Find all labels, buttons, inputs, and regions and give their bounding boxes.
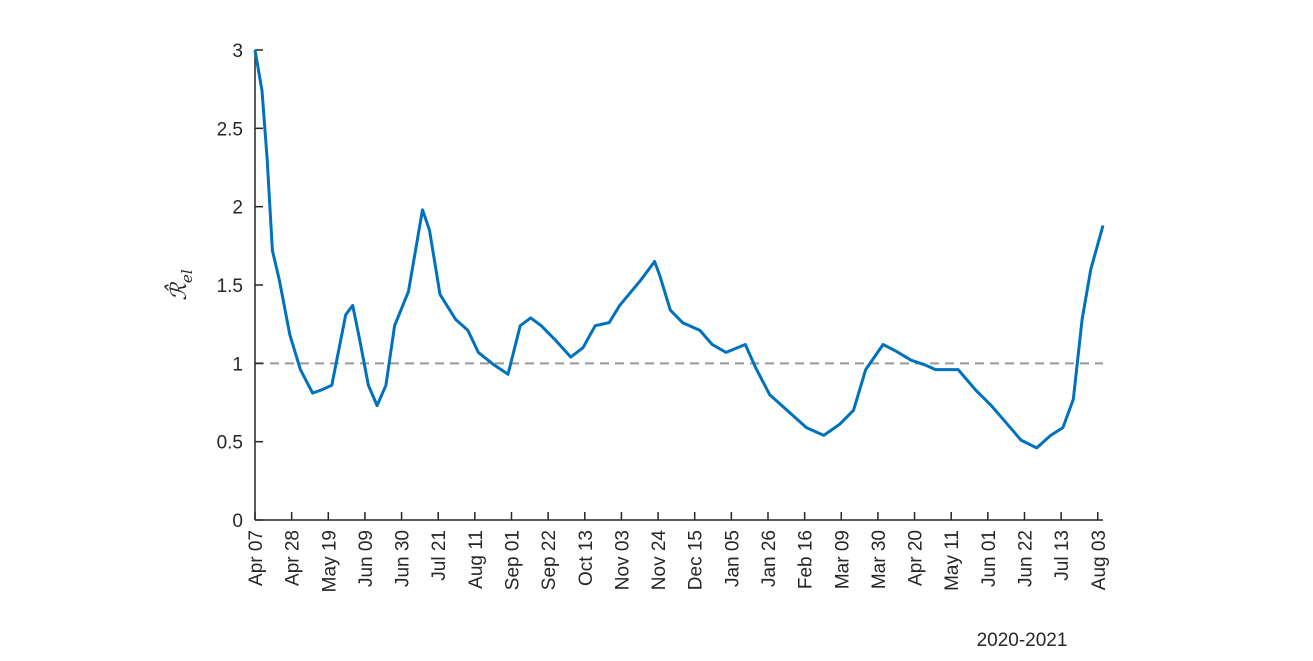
x-tick-label: Jun 22 xyxy=(1015,530,1036,587)
x-tick-label: Jan 05 xyxy=(722,530,743,587)
x-tick-label: Nov 24 xyxy=(649,530,670,591)
y-tick-label: 1 xyxy=(232,354,243,375)
x-tick-label: Jan 26 xyxy=(759,530,780,587)
y-axis-label-sub: el xyxy=(178,269,196,283)
x-tick-label: Feb 16 xyxy=(796,530,817,589)
data-line xyxy=(253,49,1105,450)
x-tick-label: Mar 09 xyxy=(832,530,853,589)
x-tick-label: Jun 01 xyxy=(979,530,1000,587)
x-tick-label: Dec 15 xyxy=(686,530,707,590)
x-tick-label: Aug 11 xyxy=(466,530,487,589)
x-tick-label: Sep 22 xyxy=(539,530,560,590)
x-tick-label: Jun 30 xyxy=(393,530,414,587)
x-tick-label: Apr 28 xyxy=(283,530,304,586)
y-tick-label: 3 xyxy=(232,41,243,62)
x-tick-label: Apr 20 xyxy=(906,530,927,586)
y-tick-label: 2 xyxy=(232,198,243,219)
x-tick-label: Jun 09 xyxy=(356,530,377,587)
x-tick-label: Jul 13 xyxy=(1052,530,1073,581)
y-axis-label: ℛ̂el xyxy=(164,269,196,300)
y-tick-label: 0 xyxy=(232,511,243,532)
x-tick-label: Sep 01 xyxy=(502,530,523,590)
x-tick-label: Mar 30 xyxy=(869,530,890,589)
x-tick-label: May 11 xyxy=(942,530,963,591)
x-tick-label: Oct 13 xyxy=(576,530,597,586)
y-tick-label: 2.5 xyxy=(217,119,243,140)
x-tick-label: Apr 07 xyxy=(246,530,267,586)
y-tick-label: 0.5 xyxy=(217,433,243,454)
x-tick-label: Aug 03 xyxy=(1089,530,1110,590)
x-tick-label: Nov 03 xyxy=(612,530,633,590)
x-axis-label: 2020-2021 xyxy=(977,630,1068,651)
x-tick-label: Jul 21 xyxy=(429,530,450,581)
y-axis-label-main: ℛ̂ xyxy=(164,282,192,301)
y-tick-label: 1.5 xyxy=(217,276,243,297)
x-tick-label: May 19 xyxy=(319,530,340,592)
